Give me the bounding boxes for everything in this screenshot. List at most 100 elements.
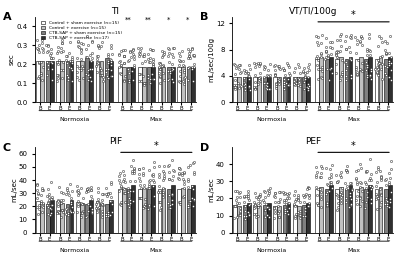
Point	[160, 71, 166, 75]
Point	[98, 212, 105, 216]
Point	[176, 80, 183, 85]
Point	[291, 82, 297, 86]
Point	[98, 192, 105, 196]
Point	[120, 169, 126, 173]
Bar	[105, 58, 109, 102]
Point	[109, 74, 116, 78]
Point	[146, 182, 152, 186]
Point	[323, 55, 329, 59]
Point	[48, 47, 54, 51]
Point	[126, 205, 132, 210]
Point	[376, 33, 383, 38]
Point	[125, 67, 132, 72]
Point	[323, 50, 329, 55]
Point	[313, 185, 319, 189]
Point	[98, 201, 104, 205]
Point	[344, 170, 350, 174]
Point	[74, 56, 80, 60]
Point	[95, 206, 102, 210]
Point	[150, 57, 156, 61]
Point	[323, 192, 330, 197]
Point	[260, 198, 266, 202]
Point	[160, 63, 166, 68]
Point	[151, 194, 158, 198]
Point	[170, 80, 176, 84]
Point	[324, 200, 331, 204]
Point	[34, 191, 41, 195]
Point	[60, 60, 66, 64]
Bar	[147, 67, 151, 102]
Point	[39, 210, 45, 214]
Point	[300, 69, 306, 73]
Point	[58, 46, 64, 50]
Point	[302, 75, 308, 79]
Point	[266, 87, 273, 91]
Point	[366, 49, 373, 53]
Point	[323, 35, 329, 40]
Point	[324, 203, 330, 207]
Bar	[70, 200, 73, 233]
Point	[142, 202, 148, 206]
Point	[251, 85, 257, 90]
Point	[79, 210, 85, 214]
Point	[69, 79, 75, 83]
Bar	[247, 77, 251, 102]
Point	[66, 65, 72, 69]
Point	[375, 167, 381, 171]
Bar	[138, 189, 142, 233]
Point	[164, 78, 171, 82]
Point	[121, 177, 128, 181]
Point	[181, 170, 187, 174]
Point	[120, 179, 126, 183]
Point	[149, 173, 155, 177]
Point	[54, 79, 61, 83]
Bar	[182, 188, 185, 233]
Point	[105, 212, 112, 216]
Point	[167, 71, 173, 75]
Point	[304, 185, 311, 189]
Point	[295, 210, 301, 214]
Point	[232, 85, 238, 89]
Point	[85, 68, 91, 72]
Point	[181, 182, 187, 186]
Point	[232, 72, 238, 76]
Point	[127, 198, 133, 202]
Point	[304, 86, 311, 90]
Bar	[142, 67, 146, 102]
Point	[368, 172, 374, 176]
Text: Normoxia: Normoxia	[257, 117, 287, 122]
Point	[292, 82, 299, 87]
Point	[56, 210, 62, 214]
Point	[142, 59, 148, 63]
Point	[235, 81, 242, 86]
Point	[366, 35, 372, 40]
Point	[38, 73, 45, 77]
Point	[296, 77, 302, 81]
Point	[176, 171, 182, 175]
Point	[364, 49, 370, 53]
Text: **: **	[125, 17, 132, 23]
Point	[252, 191, 258, 195]
Point	[353, 198, 360, 202]
Point	[343, 74, 350, 78]
Point	[384, 200, 390, 204]
Point	[34, 182, 40, 186]
Point	[300, 214, 307, 218]
Bar	[388, 57, 392, 102]
Point	[262, 207, 268, 212]
Point	[358, 181, 364, 185]
Point	[159, 55, 166, 60]
Point	[93, 207, 100, 211]
Point	[76, 191, 82, 195]
Point	[245, 210, 252, 214]
Point	[334, 193, 340, 197]
Bar	[100, 61, 104, 102]
Point	[358, 68, 364, 73]
Bar	[384, 189, 388, 233]
Bar	[282, 77, 286, 102]
Point	[95, 44, 101, 48]
Point	[318, 166, 325, 170]
Point	[107, 57, 114, 61]
Point	[151, 180, 157, 185]
Point	[103, 70, 109, 74]
